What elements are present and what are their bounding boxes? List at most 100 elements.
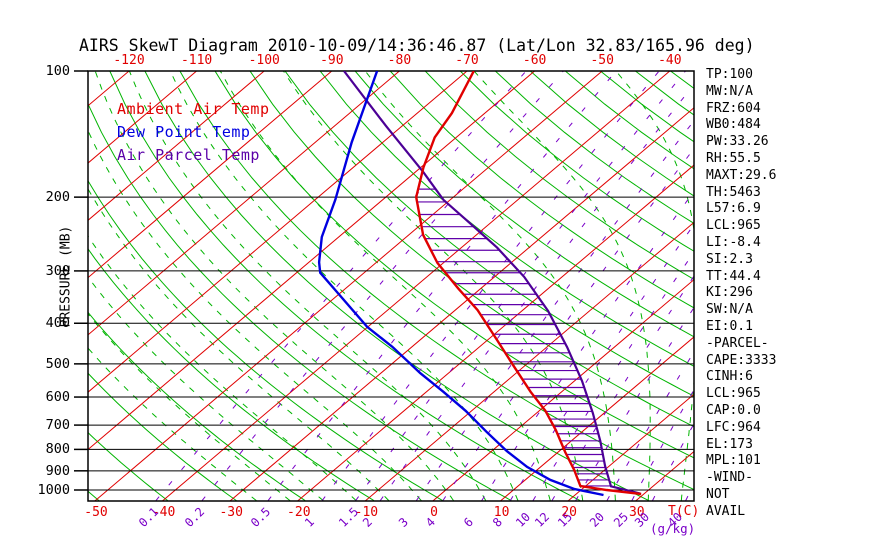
stat-line: NOT — [706, 486, 730, 502]
stat-line: LI:-8.4 — [706, 234, 761, 250]
mixing-ratio-line — [321, 71, 660, 501]
mixing-ratio-line — [155, 71, 527, 501]
moist-adiabat-line — [88, 276, 324, 501]
stat-line: -WIND- — [706, 470, 753, 486]
stat-line: TT:44.4 — [706, 268, 761, 284]
temp-top-tick-label: -120 — [113, 53, 145, 68]
moist-adiabat-line — [282, 71, 584, 501]
dry-adiabat-line — [249, 71, 694, 428]
pressure-tick-label: 600 — [45, 389, 70, 406]
stat-line: PW:33.26 — [706, 134, 769, 150]
pressure-tick-label: 500 — [45, 355, 70, 372]
mixing-ratio-line — [355, 71, 686, 501]
isotherm-line — [162, 71, 671, 501]
chart-title: AIRS SkewT Diagram 2010-10-09/14:36:46.8… — [79, 36, 755, 55]
isotherm-line — [88, 71, 197, 164]
legend-item-dew-point-temp: Dew Point Temp — [117, 123, 251, 141]
stat-line: KI:296 — [706, 285, 753, 301]
pressure-tick-label: 400 — [45, 315, 70, 332]
cape-hatch-layer — [418, 188, 611, 487]
pressure-tick-label: 1000 — [37, 482, 70, 498]
stat-line: EI:0.1 — [706, 318, 753, 334]
dry-adiabat-line — [0, 71, 30, 501]
temp-top-tick-label: -60 — [522, 53, 547, 68]
dry-adiabat-line — [319, 71, 694, 367]
stat-line: CINH:6 — [706, 369, 753, 385]
temperature-unit-label: T(C) — [668, 504, 700, 519]
isotherm-line — [297, 164, 694, 501]
stat-line: LCL:965 — [706, 218, 761, 234]
ambient-air-temp-curve — [414, 71, 642, 496]
isotherm-line — [88, 71, 468, 393]
moist-adiabat-line — [219, 71, 551, 501]
dry-adiabat-line — [529, 71, 694, 197]
temp-bottom-tick-label: 30 — [628, 505, 645, 520]
dry-adiabat-line — [354, 71, 694, 338]
stat-line: L57:6.9 — [706, 201, 761, 217]
isotherm-line — [500, 336, 694, 501]
air-parcel-temp-curve — [343, 71, 641, 495]
stat-line: RH:55.5 — [706, 150, 761, 166]
dry-adiabat-line — [424, 71, 694, 280]
isotherm-line — [229, 107, 694, 501]
plot-border — [87, 70, 695, 502]
dry-adiabat-line — [284, 71, 694, 397]
dry-adiabat-line — [389, 71, 694, 309]
temp-bottom-tick-label: 0 — [430, 505, 438, 520]
legend-item-ambient-air-temp: Ambient Air Temp — [117, 100, 270, 118]
moist-adiabat-line — [128, 71, 487, 501]
dry-adiabat-line — [214, 71, 694, 459]
temp-top-tick-label: -40 — [658, 53, 682, 68]
dew-point-temp-curve — [317, 71, 604, 497]
stat-line: MPL:101 — [706, 453, 761, 469]
temp-bottom-tick-label: -20 — [287, 505, 311, 520]
moist-adiabat-line — [88, 313, 291, 501]
isotherm-line — [567, 393, 694, 501]
stat-line: AVAIL — [706, 503, 746, 519]
isotherm-line — [88, 71, 535, 451]
pressure-tick-label: 300 — [45, 262, 70, 279]
legend-item-air-parcel-temp: Air Parcel Temp — [117, 146, 260, 164]
moist-adiabat-line — [169, 71, 519, 501]
stats-panel: TP:100 MW:N/A FRZ:604 WB0:484 PW:33.26 RH:55.… — [706, 67, 776, 521]
temp-bottom-tick-label: -40 — [151, 505, 176, 520]
isotherm-line — [88, 71, 333, 279]
stat-line: MAXT:29.6 — [706, 167, 777, 183]
isotherm-line — [88, 71, 265, 221]
stat-line: TH:5463 — [706, 184, 761, 200]
profile-layer — [317, 71, 642, 497]
stat-line: WB0:484 — [706, 117, 761, 133]
mixing-ratio-unit-label: (g/kg) — [650, 521, 696, 536]
temp-top-tick-label: -100 — [248, 53, 280, 68]
mixing-ratio-line — [551, 275, 694, 501]
stat-line: MW:N/A — [706, 83, 753, 99]
stat-line: LFC:964 — [706, 419, 761, 435]
temp-top-tick-label: -70 — [455, 53, 479, 68]
isotherm-line — [88, 71, 400, 336]
pressure-tick-label: 900 — [45, 462, 70, 479]
pressure-tick-label: 100 — [45, 63, 70, 79]
stat-line: CAP:0.0 — [706, 402, 761, 418]
stat-line: CAPE:3333 — [706, 352, 777, 368]
temp-bottom-tick-label: -50 — [84, 505, 108, 520]
temp-bottom-tick-label: 20 — [561, 505, 578, 520]
temp-top-tick-label: -80 — [387, 53, 412, 68]
isotherm-line — [94, 71, 603, 501]
temp-top-tick-label: -50 — [590, 53, 614, 68]
temp-top-tick-label: -90 — [320, 53, 344, 68]
moist-adiabat-line — [473, 71, 651, 501]
stat-line: LCL:965 — [706, 386, 761, 402]
isotherm-line — [364, 221, 694, 501]
stat-line: EL:173 — [706, 436, 753, 452]
temp-bottom-tick-label: -10 — [354, 505, 379, 520]
temp-top-tick-label: -110 — [180, 53, 213, 68]
stat-line: FRZ:604 — [706, 100, 761, 116]
temp-bottom-tick-label: -30 — [219, 505, 243, 520]
pressure-tick-label: 200 — [45, 189, 70, 206]
dry-adiabat-line — [88, 490, 100, 501]
pressure-tick-label: 800 — [45, 441, 70, 458]
dry-adiabat-line — [459, 71, 694, 252]
pressure-tick-label: 700 — [45, 417, 70, 434]
